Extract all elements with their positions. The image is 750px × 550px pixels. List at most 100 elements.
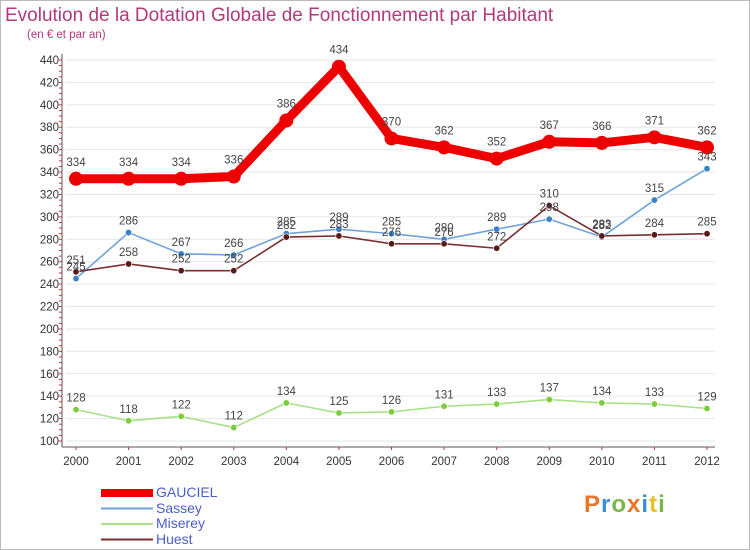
data-point (440, 402, 448, 410)
grid-layer (66, 59, 715, 442)
data-point (700, 140, 714, 155)
data-label: 334 (119, 157, 139, 169)
data-label: 315 (645, 183, 664, 195)
data-label: 134 (277, 386, 297, 398)
x-tick-label: 2004 (274, 456, 300, 468)
data-label: 285 (697, 217, 716, 229)
logo-letter: i (641, 491, 650, 518)
data-label: 362 (434, 125, 453, 137)
data-label: 362 (697, 125, 716, 137)
data-point (598, 399, 606, 407)
x-tick-label: 2012 (694, 456, 720, 468)
series-layer (69, 59, 714, 432)
data-label: 131 (434, 389, 453, 401)
label-layer: 334 334 334 336 386 434 370 362 352 367 366 371 362 2… (66, 45, 716, 423)
data-point (598, 232, 606, 240)
proxiti-logo: Proxiti (584, 491, 666, 519)
data-label: 282 (277, 220, 296, 232)
data-label: 310 (540, 189, 559, 201)
y-tick-label: 440 (40, 55, 59, 67)
data-label: 267 (172, 237, 191, 249)
data-label: 334 (172, 157, 192, 169)
data-point (703, 230, 711, 238)
data-label: 252 (172, 254, 191, 266)
data-label: 272 (487, 231, 506, 243)
y-tick-label: 260 (40, 257, 59, 269)
data-point (69, 171, 83, 186)
data-point (177, 412, 185, 420)
logo-letter: r (601, 491, 612, 518)
data-point (387, 408, 395, 416)
legend-label-gauciel: GAUCIEL (156, 484, 218, 500)
y-tick-label: 140 (40, 391, 59, 403)
data-label: 370 (382, 116, 401, 128)
data-point (72, 275, 80, 283)
data-point (335, 232, 343, 240)
axis-layer: 100 120 140 160 180 200 220 240 260 280 300 320 340 3… (40, 54, 720, 468)
x-tick-label: 2005 (326, 456, 352, 468)
data-point (545, 202, 553, 210)
data-label: 386 (277, 99, 296, 111)
data-label: 289 (329, 212, 348, 224)
data-point (493, 225, 501, 233)
logo-letter: x (627, 491, 642, 518)
data-point (125, 229, 133, 237)
data-label: 285 (277, 217, 296, 229)
data-label: 129 (697, 392, 716, 404)
legend-label-miserey: Miserey (156, 515, 206, 531)
data-point (279, 113, 294, 128)
data-label: 282 (592, 220, 611, 232)
data-label: 352 (487, 137, 506, 149)
data-label: 125 (329, 396, 348, 408)
logo-letter: o (611, 491, 628, 518)
y-tick-label: 280 (40, 234, 59, 246)
data-point (125, 417, 133, 425)
data-label: 298 (540, 202, 559, 214)
data-point (493, 244, 501, 252)
data-point (594, 135, 609, 150)
y-tick-label: 400 (40, 100, 59, 112)
x-tick-label: 2003 (221, 456, 247, 468)
data-point (230, 424, 238, 432)
data-point (437, 140, 452, 155)
x-tick-label: 2009 (536, 456, 562, 468)
y-tick-label: 340 (40, 167, 59, 179)
data-point (230, 267, 238, 275)
data-label: 336 (224, 155, 243, 167)
data-point (545, 396, 553, 404)
y-tick-label: 360 (40, 145, 59, 157)
data-label: 126 (382, 395, 401, 407)
data-point (177, 267, 185, 275)
x-tick-label: 2002 (168, 456, 194, 468)
data-label: 133 (487, 387, 506, 399)
data-label: 343 (697, 152, 716, 164)
x-tick-label: 2007 (431, 456, 457, 468)
data-label: 276 (382, 227, 401, 239)
x-tick-label: 2000 (63, 456, 89, 468)
data-label: 258 (119, 247, 138, 259)
y-tick-label: 120 (40, 414, 59, 426)
data-label: 366 (592, 121, 611, 133)
data-label: 118 (119, 404, 137, 416)
data-point (226, 169, 241, 184)
data-point (121, 171, 136, 186)
x-tick-label: 2006 (379, 456, 405, 468)
y-tick-label: 320 (40, 189, 59, 201)
data-label: 289 (487, 212, 506, 224)
data-point (440, 240, 448, 248)
data-point (703, 165, 711, 173)
data-point (542, 134, 557, 149)
chart-title: Evolution de la Dotation Globale de Fonc… (5, 5, 554, 26)
data-point (384, 131, 399, 146)
data-label: 128 (66, 393, 85, 405)
data-point (282, 399, 290, 407)
data-label: 122 (172, 399, 191, 411)
data-point (230, 251, 238, 259)
data-point (647, 130, 662, 145)
data-point (489, 151, 504, 166)
y-tick-label: 420 (40, 77, 59, 89)
logo-letter: i (658, 491, 666, 518)
data-point (650, 196, 658, 204)
data-label: 134 (592, 386, 612, 398)
